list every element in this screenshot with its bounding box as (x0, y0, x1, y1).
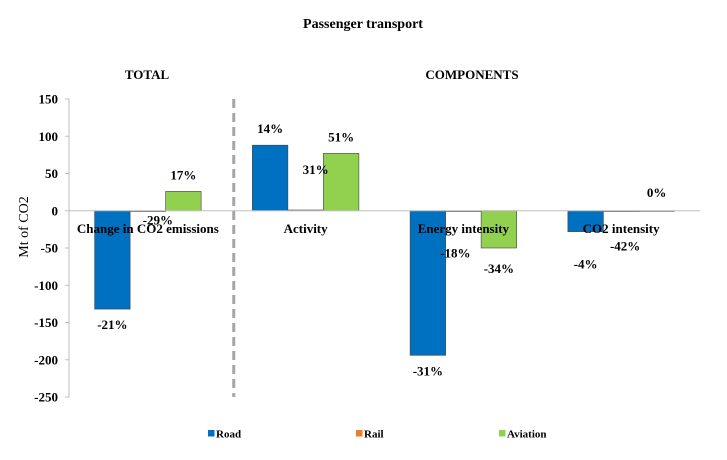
legend-label-rail: Rail (364, 429, 384, 441)
y-tick-label: -150 (34, 315, 58, 330)
y-tick-label: 50 (45, 166, 58, 181)
legend-swatch-aviation (499, 430, 506, 437)
data-label-rail-0: -29% (143, 212, 173, 227)
data-label-aviation-0: 17% (170, 167, 196, 182)
bar-road-0 (94, 210, 131, 310)
y-tick-label: 150 (39, 92, 59, 107)
y-tick-label: -50 (41, 241, 58, 256)
data-label-aviation-2: -34% (484, 261, 514, 276)
y-tick-label: -100 (34, 278, 58, 293)
legend-label-aviation: Aviation (507, 429, 547, 441)
y-axis: 150 100 50 0 -50 -100 -150 -200 -250 (34, 92, 70, 405)
category-label-0: Change in CO2 emissions (77, 221, 219, 236)
y-tick-label: -200 (34, 352, 58, 367)
y-axis-label: Mt of CO2 (17, 196, 32, 257)
bar-road-2 (409, 210, 446, 356)
data-label-aviation-3: 0% (647, 185, 667, 200)
y-tick-label: 0 (52, 203, 59, 218)
data-label-rail-2: -18% (440, 245, 470, 260)
y-tick-label: -250 (34, 390, 58, 405)
category-labels: Change in CO2 emissions Activity Energy in… (77, 221, 660, 236)
data-label-road-1: 14% (257, 121, 283, 136)
data-label-aviation-1: 51% (328, 129, 354, 144)
bar-labels: -21% -29% 17% 14% 31% 51% -31% -18% -34% -4% -42% 0… (97, 121, 666, 378)
chart-title: Passenger transport (303, 17, 423, 32)
category-label-2: Energy intensity (418, 221, 510, 236)
bars (94, 144, 675, 356)
data-label-road-3: -4% (574, 257, 598, 272)
y-tick-label: 100 (39, 129, 59, 144)
legend-swatch-road (208, 430, 215, 437)
legend-label-road: Road (216, 429, 241, 441)
section-label-components: COMPONENTS (425, 67, 518, 82)
data-label-road-2: -31% (413, 363, 443, 378)
data-label-rail-3: -42% (610, 238, 640, 253)
category-label-3: CO2 intensity (583, 221, 660, 236)
category-label-1: Activity (284, 221, 329, 236)
data-label-rail-1: 31% (303, 162, 329, 177)
bar-aviation-0 (165, 191, 202, 212)
legend: Road Rail Aviation (208, 429, 547, 441)
bar-aviation-2 (480, 210, 517, 249)
data-label-road-0: -21% (97, 317, 127, 332)
bar-road-1 (252, 144, 289, 212)
section-label-total: TOTAL (125, 67, 170, 82)
legend-swatch-rail (356, 430, 363, 437)
bar-aviation-1 (323, 153, 360, 212)
